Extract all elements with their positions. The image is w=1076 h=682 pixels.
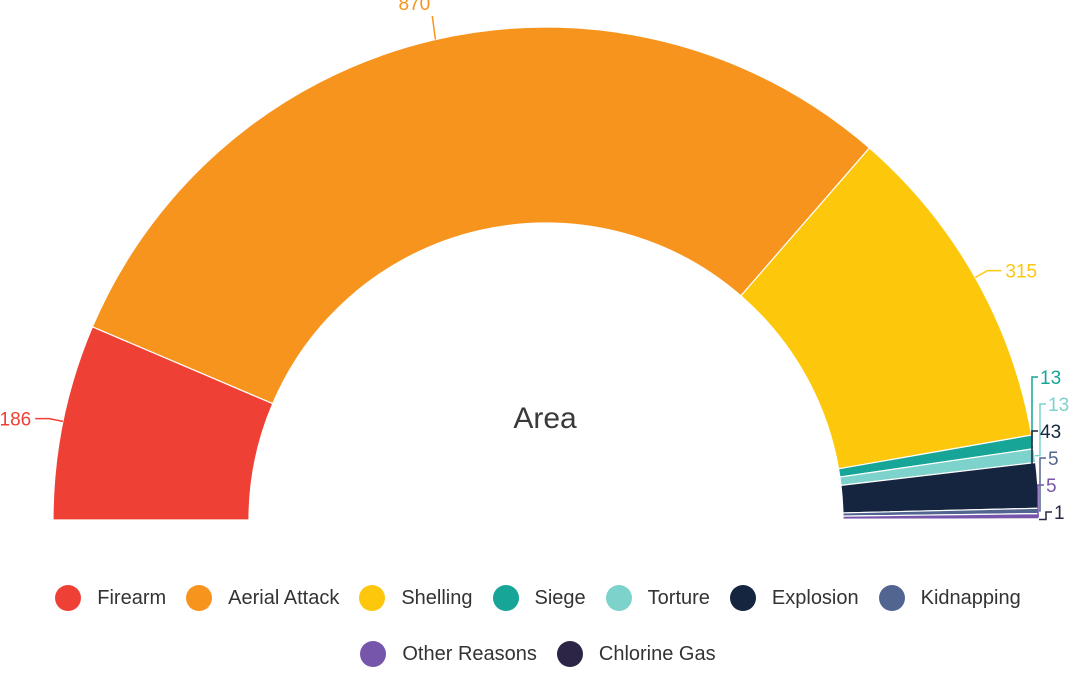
slice-chlorine-gas: [842, 518, 1040, 521]
chart-title: Area: [513, 402, 577, 435]
leader-line-other-reasons: [1037, 484, 1044, 518]
legend-item-torture[interactable]: Torture: [605, 585, 710, 611]
chart: 186 870 315 13 13 43 5 5 1 Area: [0, 0, 1069, 524]
slices-group: [52, 26, 1040, 521]
legend-label: Shelling: [401, 586, 473, 609]
legend-item-chlorine-gas[interactable]: Chlorine Gas: [556, 641, 716, 667]
value-labels-group: 186 870 315 13 13 43 5 5 1: [0, 0, 1069, 524]
legend-label: Siege: [534, 586, 586, 609]
legend-swatch-icon: [360, 641, 387, 667]
leader-lines-group: [35, 15, 1052, 521]
value-label-other-reasons: 5: [1046, 476, 1057, 497]
leader-line-aerial-attack: [431, 15, 437, 40]
value-label-aerial-attack: 870: [399, 0, 431, 15]
half-donut-chart: 186 870 315 13 13 43 5 5 1 Area: [0, 0, 1069, 524]
legend-item-siege[interactable]: Siege: [492, 585, 586, 611]
value-label-firearm: 186: [0, 410, 31, 431]
leader-line-torture: [1034, 403, 1046, 457]
legend-item-other-reasons[interactable]: Other Reasons: [360, 641, 537, 667]
value-label-explosion: 43: [1040, 422, 1061, 443]
leader-line-firearm: [35, 417, 64, 423]
leader-line-siege: [1031, 376, 1038, 443]
legend-swatch-icon: [186, 585, 213, 611]
legend-swatch-icon: [878, 585, 905, 611]
value-label-shelling: 315: [1005, 262, 1037, 283]
legend-swatch-icon: [55, 585, 82, 611]
value-label-kidnapping: 5: [1048, 449, 1059, 470]
legend-row: Firearm Aerial Attack Shelling Siege Torture…: [0, 570, 1076, 626]
legend-item-kidnapping[interactable]: Kidnapping: [878, 585, 1021, 611]
legend-swatch-icon: [556, 641, 583, 667]
slice-aerial-attack: [91, 26, 871, 405]
leader-line-chlorine-gas: [1039, 511, 1052, 521]
legend-item-firearm[interactable]: Firearm: [55, 585, 166, 611]
legend: Firearm Aerial Attack Shelling Siege Torture…: [0, 570, 1076, 682]
legend-row: Other Reasons Chlorine Gas: [0, 626, 1076, 682]
legend-label: Aerial Attack: [228, 586, 340, 609]
value-label-siege: 13: [1040, 368, 1061, 389]
legend-swatch-icon: [359, 585, 386, 611]
legend-swatch-icon: [729, 585, 756, 611]
legend-item-explosion[interactable]: Explosion: [729, 585, 859, 611]
legend-swatch-icon: [492, 585, 519, 611]
legend-label: Firearm: [97, 586, 167, 609]
legend-label: Other Reasons: [402, 642, 537, 665]
legend-label: Kidnapping: [920, 586, 1021, 609]
value-label-torture: 13: [1048, 395, 1069, 416]
value-label-chlorine-gas: 1: [1054, 503, 1065, 524]
legend-label: Torture: [647, 586, 710, 609]
legend-item-aerial-attack[interactable]: Aerial Attack: [186, 585, 339, 611]
leader-line-shelling: [974, 269, 1002, 279]
legend-swatch-icon: [605, 585, 632, 611]
legend-label: Chlorine Gas: [598, 642, 716, 665]
legend-label: Explosion: [771, 586, 859, 609]
leader-line-explosion: [1031, 430, 1038, 487]
legend-item-shelling[interactable]: Shelling: [359, 585, 473, 611]
